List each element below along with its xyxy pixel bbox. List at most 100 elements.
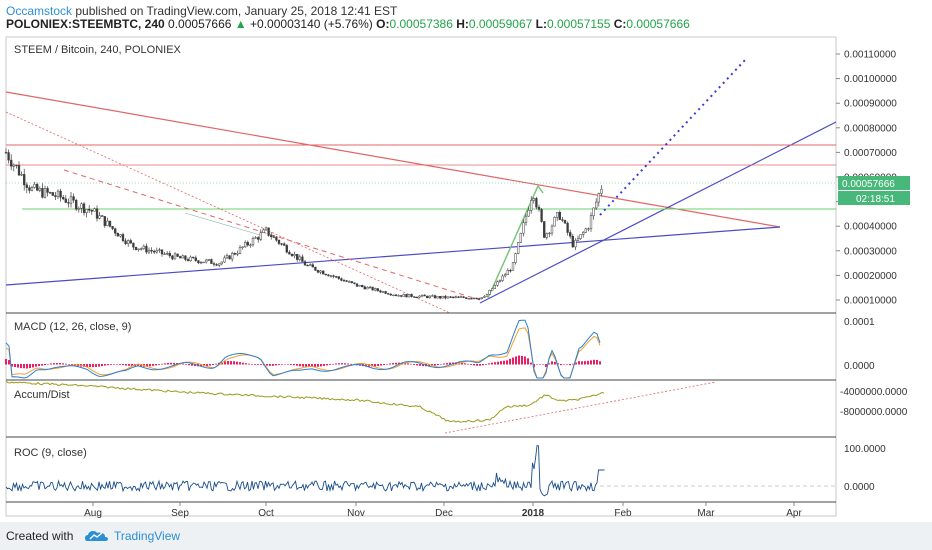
candle-body-49 [132, 242, 135, 248]
macd-hist-bar-195 [590, 360, 592, 365]
candle-body-79 [210, 259, 213, 264]
macd-hist-bar-39 [122, 364, 124, 366]
candle-body-199 [522, 222, 525, 234]
candle-body-25 [69, 196, 73, 204]
macd-hist-bar-141 [428, 364, 430, 367]
candle-body-213 [558, 212, 561, 220]
macd-hist-bar-74 [227, 360, 229, 365]
candle-body-186 [488, 290, 491, 295]
candle-body-103 [272, 236, 275, 238]
macd-hist-bar-197 [596, 359, 598, 365]
price-tick-10: 0.00110000 [844, 50, 897, 61]
macd-hist-bar-170 [515, 356, 517, 365]
candle-body-139 [366, 287, 369, 290]
candle-body-151 [397, 295, 400, 297]
candle-body-152 [400, 295, 403, 297]
candle-body-142 [374, 288, 377, 291]
macd-hist-bar-73 [224, 361, 226, 365]
macd-pane-title: MACD (12, 26, close, 9) [14, 321, 131, 333]
candle-body-61 [163, 253, 166, 255]
candle-body-118 [311, 264, 314, 268]
macd-hist-bar-75 [230, 361, 232, 365]
roc-series [5, 445, 605, 497]
candle-body-187 [491, 288, 494, 291]
candle-body-83 [220, 261, 223, 265]
roc-tick-0: 100.0000 [844, 444, 886, 455]
macd-hist-bar-29 [92, 364, 94, 368]
macd-hist-bar-184 [557, 363, 559, 365]
ad-trend-line[interactable] [444, 381, 717, 434]
candle-body-63 [168, 253, 171, 257]
tradingview-link[interactable]: TradingView [114, 529, 181, 543]
author-link[interactable]: Occamstock [6, 4, 73, 18]
candle-body-222 [582, 232, 585, 235]
macd-hist-bar-174 [527, 358, 529, 365]
macd-hist-bar-194 [587, 360, 589, 365]
candle-body-215 [563, 220, 567, 224]
close-value: 0.00057666 [626, 17, 690, 31]
candle-body-132 [348, 281, 351, 283]
dashed-decline-line[interactable] [63, 169, 481, 301]
descending-resistance-line[interactable] [5, 91, 781, 228]
candle-body-93 [246, 242, 249, 246]
candle-body-198 [519, 232, 522, 243]
candle-body-40 [108, 220, 112, 227]
macd-hist-bar-40 [125, 364, 127, 366]
macd-hist-bar-102 [311, 364, 313, 367]
candle-body-20 [56, 190, 60, 197]
macd-hist-bar-129 [392, 363, 394, 365]
candle-body-28 [77, 208, 80, 210]
macd-hist-bar-80 [245, 363, 247, 365]
macd-hist-bar-152 [461, 362, 463, 365]
candle-body-120 [316, 270, 320, 273]
candle-body-52 [140, 248, 143, 250]
macd-tick-0: 0.0001 [844, 317, 875, 328]
candle-body-39 [106, 220, 109, 226]
price-tick-9: 0.00100000 [844, 74, 897, 85]
candle-body-41 [111, 226, 114, 229]
candle-body-14 [41, 188, 44, 198]
candle-body-66 [176, 253, 179, 257]
candle-body-35 [95, 208, 99, 219]
macd-hist-bar-110 [335, 363, 337, 365]
macd-hist-bar-31 [98, 364, 100, 367]
price-badge [838, 176, 910, 190]
macd-hist-bar-3 [14, 364, 16, 368]
time-tick-2: Oct [258, 508, 274, 519]
candle-body-203 [532, 198, 535, 201]
macd-hist-bar-158 [479, 364, 481, 366]
projected-path-line[interactable] [599, 59, 746, 216]
macd-hist-bar-130 [395, 362, 397, 365]
macd-hist-bar-123 [374, 364, 376, 367]
rising-trend-line[interactable] [479, 121, 837, 304]
chart-canvas[interactable]: STEEM / Bitcoin, 240, POLONIEX MACD (12,… [0, 0, 932, 522]
candle-body-105 [277, 239, 281, 244]
candle-body-164 [431, 295, 434, 297]
candle-body-127 [335, 276, 338, 278]
candle-body-223 [584, 228, 587, 233]
candle-body-99 [262, 229, 265, 233]
price-tick-0: 0.00010000 [844, 296, 897, 307]
countdown-text: 02:18:51 [856, 194, 895, 205]
candle-body-161 [423, 294, 426, 297]
candle-body-4 [15, 164, 18, 167]
change-arrow-icon: ▲ [234, 17, 247, 31]
macd-hist-bar-11 [38, 364, 40, 367]
candle-body-54 [145, 245, 148, 253]
symbol-label: POLONIEX:STEEMBTC, 240 [6, 17, 165, 31]
candle-body-21 [59, 190, 62, 198]
low-label: L: [535, 17, 547, 31]
long-support-line[interactable] [5, 226, 781, 286]
candle-body-108 [285, 245, 288, 253]
macd-hist-bar-122 [371, 364, 373, 367]
macd-hist-bar-70 [215, 363, 217, 365]
candle-body-122 [322, 270, 325, 275]
time-axis[interactable]: Aug Sep Oct Nov Dec 2018 Feb Mar Apr [84, 502, 802, 519]
macd-hist-bar-6 [23, 364, 25, 369]
macd-series [5, 319, 601, 379]
macd-hist-bar-135 [410, 363, 412, 365]
dotted-decline-line[interactable] [5, 111, 451, 314]
macd-hist-bar-196 [593, 359, 595, 365]
macd-hist-bar-1 [8, 359, 10, 365]
macd-hist-bar-126 [383, 364, 385, 366]
